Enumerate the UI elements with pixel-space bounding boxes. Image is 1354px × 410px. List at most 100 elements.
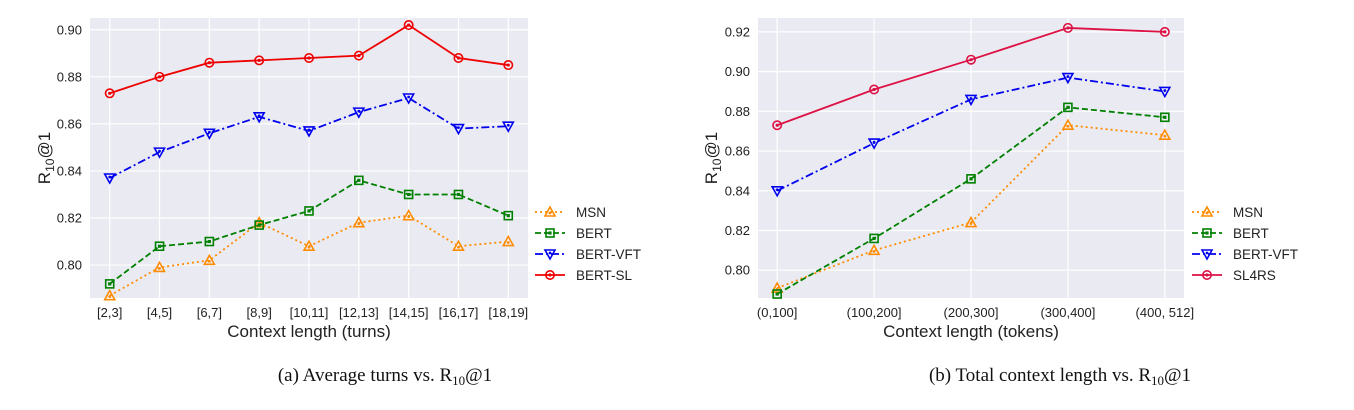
data-point-dot xyxy=(872,236,876,241)
data-point xyxy=(867,138,881,150)
series-bert xyxy=(772,102,1170,299)
data-point xyxy=(302,239,316,252)
data-point xyxy=(402,93,416,105)
x-tick-label: (400, 512] xyxy=(1136,305,1195,320)
series-msn xyxy=(770,118,1172,293)
legend-label: BERT xyxy=(576,226,612,241)
legend-marker-dot xyxy=(1205,211,1209,215)
data-point-dot xyxy=(307,209,311,213)
data-point-dot xyxy=(506,63,510,67)
data-point-dot xyxy=(1163,30,1167,34)
data-point-dot xyxy=(357,54,361,58)
data-point xyxy=(1160,112,1170,123)
data-point xyxy=(304,206,314,216)
data-point xyxy=(501,234,515,247)
data-point xyxy=(402,208,416,221)
data-point-dot xyxy=(407,215,411,219)
data-point-dot xyxy=(969,58,973,62)
y-tick-label: 0.90 xyxy=(57,22,82,37)
x-axis-label: Context length (tokens) xyxy=(883,322,1059,341)
series-bert-vft xyxy=(770,72,1172,198)
data-point xyxy=(501,121,515,133)
data-point-dot xyxy=(257,58,261,62)
data-point xyxy=(503,210,514,221)
data-point-dot xyxy=(307,128,311,132)
legend-marker xyxy=(1202,228,1212,238)
data-point xyxy=(452,123,465,136)
data-point-dot xyxy=(357,178,361,182)
legend-marker-dot xyxy=(548,211,552,215)
caption: (a) Average turns vs. R10@1 xyxy=(278,365,492,388)
data-point-dot xyxy=(872,140,876,144)
data-point-dot xyxy=(969,177,973,181)
legend-marker xyxy=(1200,205,1214,217)
data-point xyxy=(154,241,165,252)
data-point-dot xyxy=(456,56,461,60)
y-tick-label: 0.86 xyxy=(57,116,82,131)
data-point xyxy=(154,71,165,82)
caption: (b) Total context length vs. R10@1 xyxy=(929,365,1191,388)
data-point-dot xyxy=(1066,75,1070,78)
data-point-dot xyxy=(506,214,510,218)
data-point xyxy=(452,239,465,252)
data-point xyxy=(966,174,976,184)
x-tick-label: [14,15] xyxy=(389,305,429,320)
x-tick-label: (300,400] xyxy=(1040,305,1095,320)
data-point xyxy=(1159,26,1170,37)
legend: MSN BERT BERT-VFT BERT-SL xyxy=(535,205,641,283)
data-point-dot xyxy=(108,295,112,299)
legend-label: BERT-SL xyxy=(576,268,633,283)
x-tick-label: [12,13] xyxy=(339,305,379,320)
x-axis-label: Context length (turns) xyxy=(227,322,390,341)
legend-marker-dot xyxy=(1205,231,1209,235)
data-point-dot xyxy=(775,292,779,296)
data-point xyxy=(204,57,215,68)
data-point-dot xyxy=(872,249,876,253)
data-point-dot xyxy=(257,114,261,118)
x-tick-label: [16,17] xyxy=(439,305,479,320)
data-point xyxy=(352,107,366,119)
data-point xyxy=(869,84,880,95)
legend-marker xyxy=(543,249,557,261)
data-point-dot xyxy=(207,130,211,134)
chart-a: 0.80 0.82 0.84 0.86 0.88 0.90 [2,3] [4,5] [6,7] [… xyxy=(35,18,641,388)
data-point xyxy=(103,173,117,185)
data-point-dot xyxy=(307,56,311,60)
data-point xyxy=(354,175,364,186)
data-point-dot xyxy=(969,222,973,225)
data-point-dot xyxy=(457,245,460,249)
data-point-dot xyxy=(157,75,162,79)
y-tick-label: 0.92 xyxy=(725,24,750,39)
x-tick-label: (0,100] xyxy=(757,305,797,320)
data-point xyxy=(103,288,117,301)
legend-marker-dot xyxy=(1205,251,1209,255)
x-tick-label: [6,7] xyxy=(197,305,222,320)
data-point xyxy=(202,128,216,140)
data-point xyxy=(153,260,166,273)
series-bert xyxy=(104,175,514,289)
series-bert-sl xyxy=(104,20,514,99)
data-point xyxy=(204,236,215,247)
legend-label: BERT-VFT xyxy=(1233,247,1298,262)
data-point xyxy=(202,253,216,266)
data-point-dot xyxy=(108,282,112,286)
data-point xyxy=(302,126,316,138)
data-point xyxy=(303,52,314,63)
y-tick-label: 0.82 xyxy=(57,211,82,226)
x-tick-label: [8,9] xyxy=(247,305,272,320)
data-point xyxy=(772,289,782,299)
data-point-dot xyxy=(1066,26,1070,30)
data-point-dot xyxy=(257,223,261,227)
legend-label: SL4RS xyxy=(1233,268,1276,283)
data-point xyxy=(503,60,514,71)
series-msn xyxy=(103,208,515,301)
legend-label: MSN xyxy=(1233,205,1263,220)
data-point xyxy=(254,55,265,66)
y-tick-label: 0.80 xyxy=(57,258,82,273)
data-point-dot xyxy=(207,61,211,65)
data-point-dot xyxy=(207,239,211,244)
y-tick-label: 0.88 xyxy=(725,104,750,119)
data-point xyxy=(1158,86,1172,99)
data-point-dot xyxy=(407,23,411,27)
y-axis-label: R10@1 xyxy=(35,132,57,184)
